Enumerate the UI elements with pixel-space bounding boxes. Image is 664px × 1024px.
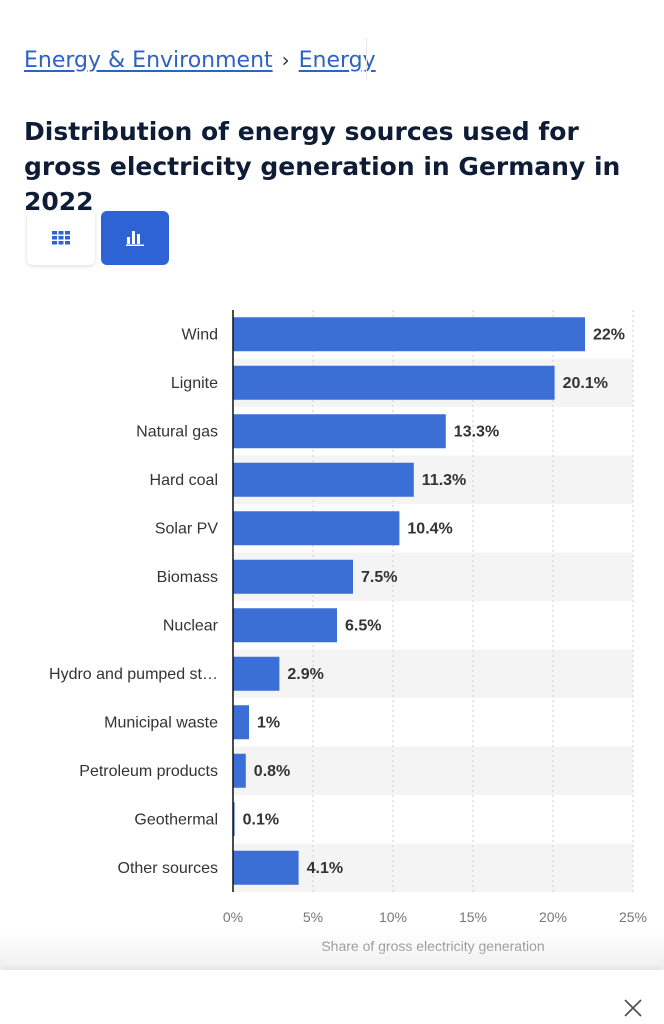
bar (233, 705, 249, 740)
bar (233, 365, 555, 400)
breadcrumb-divider (366, 38, 367, 80)
category-label: Other sources (118, 860, 218, 877)
x-tick-label: 10% (379, 909, 407, 925)
row-band (233, 649, 633, 698)
data-label: 20.1% (563, 375, 608, 392)
bar (233, 656, 280, 691)
bar (233, 414, 446, 449)
category-label: Petroleum products (79, 763, 218, 780)
table-view-button[interactable] (27, 211, 95, 265)
bar (233, 511, 400, 546)
category-label: Municipal waste (104, 714, 218, 731)
chart-view-button[interactable] (101, 211, 169, 265)
x-tick-label: 0% (223, 909, 243, 925)
data-label: 13.3% (454, 423, 499, 440)
data-label: 2.9% (287, 666, 323, 683)
bottom-shade (0, 930, 664, 970)
bar (233, 317, 585, 352)
data-label: 4.1% (307, 860, 343, 877)
row-band (233, 746, 633, 795)
bar-chart-icon (126, 231, 144, 246)
breadcrumb: Energy & Environment › Energy (24, 44, 376, 76)
data-label: 7.5% (361, 569, 397, 586)
category-label: Biomass (157, 569, 218, 586)
x-tick-label: 5% (303, 909, 323, 925)
category-label: Natural gas (136, 423, 218, 440)
page-title: Distribution of energy sources used for … (24, 117, 621, 216)
bar-chart: Wind 22% Lignite 20.1% Natural gas 13.3% Hard … (49, 310, 647, 954)
category-label: Hydro and pumped st… (49, 666, 218, 683)
data-label: 1% (257, 714, 280, 731)
breadcrumb-link-energy[interactable]: Energy (298, 47, 376, 73)
category-label: Lignite (171, 375, 218, 392)
close-icon[interactable] (622, 997, 644, 1019)
row-band (233, 843, 633, 892)
data-label: 11.3% (422, 472, 466, 489)
category-label: Nuclear (163, 617, 219, 634)
category-label: Wind (182, 326, 218, 343)
x-tick-label: 25% (619, 909, 647, 925)
data-label: 0.8% (254, 763, 290, 780)
bar (233, 462, 414, 497)
category-label: Solar PV (155, 520, 218, 537)
x-tick-label: 15% (459, 909, 487, 925)
breadcrumb-separator: › (281, 48, 290, 72)
data-label: 6.5% (345, 617, 381, 634)
breadcrumb-link-energy-environment[interactable]: Energy & Environment (24, 47, 273, 73)
bar (233, 608, 337, 643)
chart-area: Wind 22% Lignite 20.1% Natural gas 13.3% Hard … (0, 290, 664, 970)
bar (233, 802, 235, 837)
bottom-bar (0, 970, 664, 1024)
bar (233, 850, 299, 885)
category-label: Hard coal (150, 472, 218, 489)
data-label: 22% (593, 326, 625, 343)
bar (233, 559, 353, 594)
data-label: 10.4% (407, 520, 452, 537)
data-label: 0.1% (243, 811, 279, 828)
grid-icon (52, 231, 70, 245)
x-tick-label: 20% (539, 909, 567, 925)
bar (233, 753, 246, 788)
category-label: Geothermal (134, 811, 218, 828)
